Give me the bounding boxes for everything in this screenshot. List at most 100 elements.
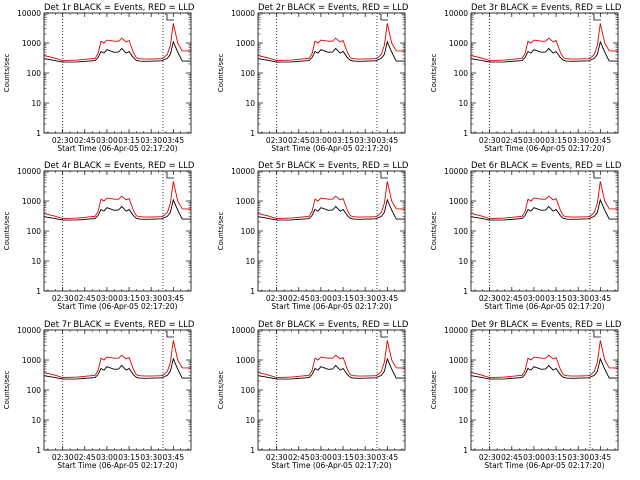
plot-frame: [43, 170, 192, 292]
x-tick-label: 03:15: [118, 136, 140, 145]
panel-title: Det 7r BLACK = Events, RED = LLD: [44, 320, 195, 330]
x-tick-label: 02:45: [501, 453, 523, 462]
x-tick-label: 03:00: [310, 453, 332, 462]
y-tick-label: 1000: [449, 39, 468, 48]
x-tick-label: 03:30: [140, 136, 162, 145]
x-tick-label: 03:45: [589, 136, 611, 145]
x-tick-label: 02:30: [266, 136, 288, 145]
x-tick-label: 02:45: [501, 136, 523, 145]
y-axis-label: Counts/sec: [3, 54, 11, 93]
plot-frame: [43, 12, 192, 134]
y-tick-label: 1000: [236, 39, 255, 48]
panel-6: Det 6r BLACK = Events, RED = LLD Counts/s…: [430, 161, 622, 311]
y-axis-label: Counts/sec: [430, 371, 438, 410]
y-tick-label: 10: [31, 257, 41, 266]
y-tick-label: 1: [250, 129, 255, 138]
panel-title: Det 4r BLACK = Events, RED = LLD: [44, 161, 195, 171]
x-tick-label: 02:45: [74, 294, 96, 303]
x-tick-label: 03:45: [589, 294, 611, 303]
events-series-line: [257, 357, 405, 380]
bracket-marker: [593, 172, 601, 179]
bracket-marker: [166, 172, 174, 179]
x-tick-label: 03:15: [332, 136, 354, 145]
x-tick-label: 02:30: [52, 294, 74, 303]
plot-frame: [470, 329, 619, 451]
x-axis-label: Start Time (06-Apr-05 02:17:20): [57, 144, 177, 153]
y-tick-label: 100: [454, 386, 469, 395]
panel-1: Det 1r BLACK = Events, RED = LLD Counts/s…: [3, 3, 195, 153]
x-tick-label: 03:30: [354, 453, 376, 462]
y-tick-label: 10: [245, 416, 255, 425]
panel-title: Det 3r BLACK = Events, RED = LLD: [471, 3, 622, 13]
bracket-marker: [593, 331, 601, 338]
x-tick-label: 03:30: [567, 136, 589, 145]
x-tick-label: 03:15: [545, 136, 567, 145]
bracket-marker: [166, 14, 174, 21]
x-axis-label: Start Time (06-Apr-05 02:17:20): [271, 302, 391, 311]
bracket-marker: [380, 172, 388, 179]
panel-title: Det 2r BLACK = Events, RED = LLD: [258, 3, 409, 13]
x-tick-label: 03:15: [545, 294, 567, 303]
y-tick-label: 10000: [17, 9, 41, 18]
events-series-line: [257, 40, 405, 63]
x-tick-label: 02:30: [266, 453, 288, 462]
x-tick-label: 02:45: [501, 294, 523, 303]
y-tick-label: 10000: [231, 326, 255, 335]
x-tick-label: 03:30: [567, 294, 589, 303]
y-tick-label: 10: [31, 416, 41, 425]
y-tick-label: 100: [27, 227, 42, 236]
y-tick-label: 100: [27, 69, 42, 78]
x-tick-label: 02:30: [52, 136, 74, 145]
y-tick-label: 1000: [22, 356, 41, 365]
x-axis-label: Start Time (06-Apr-05 02:17:20): [271, 461, 391, 470]
events-series-line: [43, 357, 191, 380]
lld-series-line: [470, 340, 619, 379]
y-axis-label: Counts/sec: [430, 54, 438, 93]
y-tick-label: 10: [458, 257, 468, 266]
events-series-line: [43, 198, 191, 221]
x-tick-label: 03:30: [567, 453, 589, 462]
x-tick-label: 02:45: [74, 136, 96, 145]
plot-frame: [257, 12, 406, 134]
y-tick-label: 1: [36, 446, 41, 455]
x-axis-label: Start Time (06-Apr-05 02:17:20): [271, 144, 391, 153]
lld-series-line: [43, 23, 192, 62]
x-tick-label: 02:45: [288, 294, 310, 303]
y-axis-label: Counts/sec: [217, 371, 225, 410]
x-tick-label: 02:30: [479, 453, 501, 462]
y-tick-label: 10: [245, 257, 255, 266]
plot-frame: [470, 12, 619, 134]
x-tick-label: 03:45: [376, 294, 398, 303]
y-tick-label: 1: [36, 129, 41, 138]
panel-title: Det 6r BLACK = Events, RED = LLD: [471, 161, 622, 171]
plot-frame: [257, 170, 406, 292]
y-tick-label: 100: [27, 386, 42, 395]
panel-title: Det 1r BLACK = Events, RED = LLD: [44, 3, 195, 13]
x-axis-label: Start Time (06-Apr-05 02:17:20): [484, 302, 604, 311]
y-tick-label: 1: [463, 287, 468, 296]
x-tick-label: 03:45: [162, 294, 184, 303]
x-axis-label: Start Time (06-Apr-05 02:17:20): [484, 461, 604, 470]
lld-series-line: [43, 340, 192, 379]
y-tick-label: 100: [241, 386, 256, 395]
x-tick-label: 03:15: [332, 294, 354, 303]
events-series-line: [43, 40, 191, 63]
plot-frame: [257, 329, 406, 451]
y-tick-label: 1000: [22, 39, 41, 48]
y-tick-label: 1000: [236, 197, 255, 206]
x-tick-label: 03:45: [162, 136, 184, 145]
panel-2: Det 2r BLACK = Events, RED = LLD Counts/s…: [217, 3, 409, 153]
x-tick-label: 03:00: [523, 453, 545, 462]
x-tick-label: 03:15: [118, 294, 140, 303]
plot-frame: [470, 170, 619, 292]
events-series-line: [470, 40, 618, 63]
x-axis-label: Start Time (06-Apr-05 02:17:20): [484, 144, 604, 153]
y-axis-label: Counts/sec: [430, 212, 438, 251]
lld-series-line: [470, 181, 619, 220]
y-tick-label: 10000: [231, 167, 255, 176]
y-tick-label: 1000: [236, 356, 255, 365]
y-tick-label: 1: [250, 287, 255, 296]
bracket-marker: [593, 14, 601, 21]
x-tick-label: 02:45: [288, 453, 310, 462]
